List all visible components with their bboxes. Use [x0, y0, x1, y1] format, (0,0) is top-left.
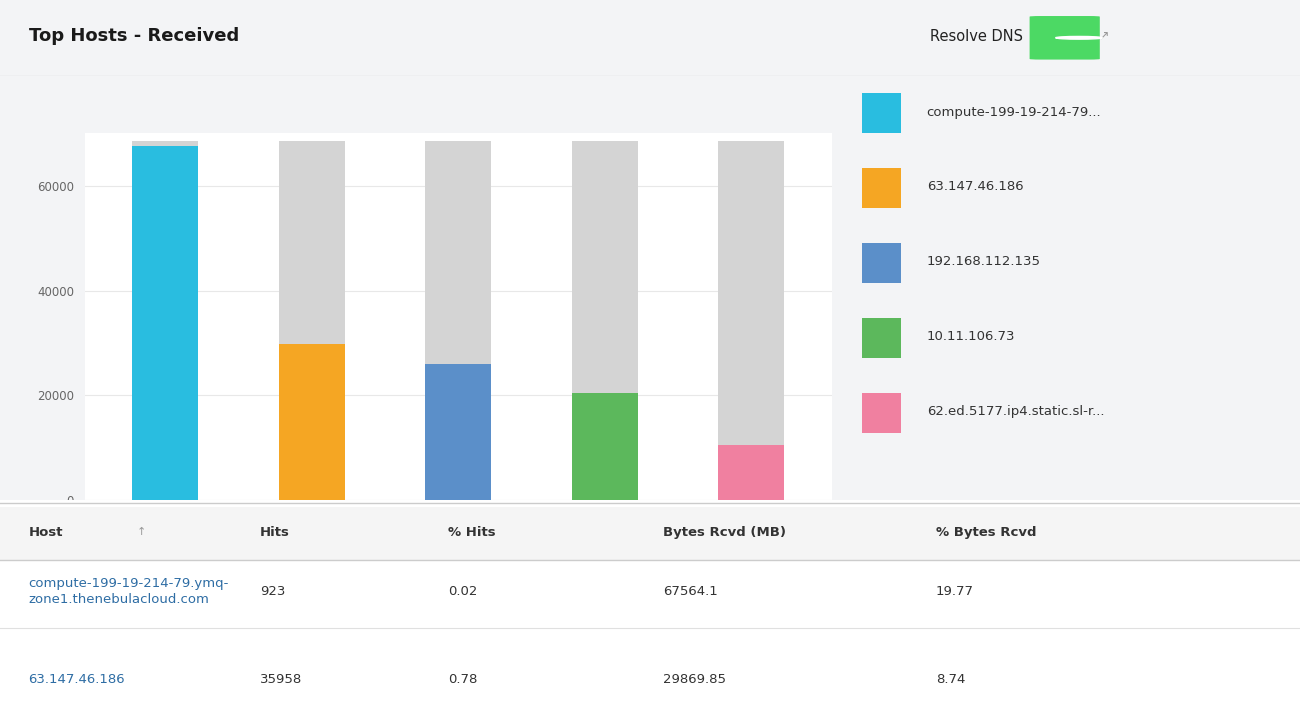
Bar [278, 343, 344, 500]
Text: 67564.1: 67564.1 [663, 585, 718, 598]
Bar [719, 141, 784, 500]
Text: Resolve DNS: Resolve DNS [930, 29, 1023, 44]
Text: ▦: ▦ [1092, 100, 1106, 114]
FancyBboxPatch shape [862, 318, 901, 359]
Bar [425, 364, 491, 500]
Text: 62.ed.5177.ip4.static.sl-r...: 62.ed.5177.ip4.static.sl-r... [927, 405, 1104, 418]
FancyBboxPatch shape [1030, 16, 1100, 60]
Text: 19.77: 19.77 [936, 585, 974, 598]
Bar [425, 141, 491, 500]
Text: 29869.85: 29869.85 [663, 673, 725, 686]
Text: Top Hosts - Received: Top Hosts - Received [29, 27, 239, 45]
FancyBboxPatch shape [862, 392, 901, 433]
Text: ▣: ▣ [1062, 100, 1076, 114]
Text: 0.02: 0.02 [448, 585, 478, 598]
FancyBboxPatch shape [862, 93, 901, 133]
Circle shape [1056, 37, 1102, 39]
Text: ≋: ≋ [1122, 100, 1135, 114]
Text: 63.147.46.186: 63.147.46.186 [29, 673, 125, 686]
Bar [133, 146, 198, 500]
Text: Hits: Hits [260, 526, 290, 539]
FancyBboxPatch shape [862, 168, 901, 208]
FancyBboxPatch shape [862, 243, 901, 284]
Bar [278, 141, 344, 500]
Bar [572, 141, 638, 500]
Text: % Hits: % Hits [448, 526, 497, 539]
Text: 8.74: 8.74 [936, 673, 966, 686]
Text: 192.168.112.135: 192.168.112.135 [927, 256, 1040, 269]
Text: compute-199-19-214-79.ymq-
zone1.thenebulacloud.com: compute-199-19-214-79.ymq- zone1.thenebu… [29, 577, 229, 606]
Text: Host: Host [29, 526, 64, 539]
Text: % Bytes Rcvd: % Bytes Rcvd [936, 526, 1036, 539]
FancyBboxPatch shape [0, 507, 1300, 559]
Bar [572, 393, 638, 500]
Text: 0.78: 0.78 [448, 673, 478, 686]
Text: Bytes Rcvd (MB): Bytes Rcvd (MB) [663, 526, 786, 539]
Text: 10.11.106.73: 10.11.106.73 [927, 330, 1015, 343]
Text: 35958: 35958 [260, 673, 302, 686]
Text: 923: 923 [260, 585, 286, 598]
Text: ↗: ↗ [1098, 30, 1109, 42]
Bar [133, 141, 198, 500]
Bar [719, 445, 784, 500]
Text: ↑: ↑ [136, 527, 146, 537]
Text: compute-199-19-214-79...: compute-199-19-214-79... [927, 106, 1101, 119]
Text: 63.147.46.186: 63.147.46.186 [927, 181, 1023, 194]
